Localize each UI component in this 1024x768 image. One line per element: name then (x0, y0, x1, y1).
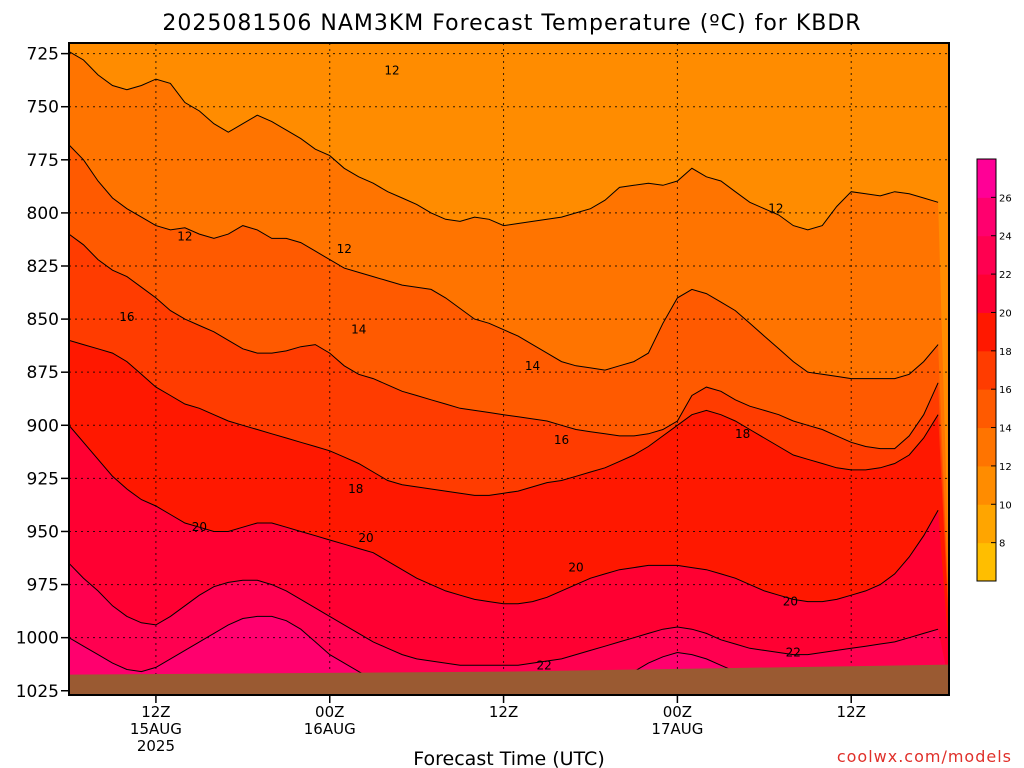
x-tick-label: 12Z (141, 703, 170, 721)
x-tick-label: 16AUG (304, 720, 356, 738)
y-tick-label: 825 (27, 257, 59, 277)
colorbar-segment (977, 235, 996, 275)
y-tick-label: 900 (27, 416, 59, 436)
colorbar-tick-label: 16 (999, 385, 1012, 396)
contour-line-24 (69, 615, 939, 692)
x-axis-label: Forecast Time (UTC) (413, 748, 604, 768)
colorbar-frame (976, 158, 997, 582)
contour-label: 18 (348, 482, 363, 496)
contour-label: 22 (786, 646, 801, 660)
contour-line-16 (69, 233, 939, 450)
x-tick-label: 15AUG (130, 720, 182, 738)
plot-frame (68, 42, 950, 696)
x-tick-label: 2025 (137, 737, 175, 755)
contour-label: 20 (783, 595, 798, 609)
colorbar-segment (977, 274, 996, 313)
contour-label: 16 (119, 310, 134, 324)
contour-label: 20 (568, 561, 583, 575)
contour-label: 18 (735, 427, 750, 441)
y-tick-label: 775 (27, 151, 59, 171)
colorbar-tick-label: 12 (999, 462, 1012, 473)
credit-text: coolwx.com/models (837, 747, 1012, 766)
colorbar-tick-label: 8 (999, 539, 1005, 550)
colorbar-segment (977, 542, 996, 582)
contour-label: 14 (525, 359, 540, 373)
colorbar-tick-label: 18 (999, 347, 1012, 358)
contour-label: 22 (536, 658, 551, 672)
contour-label: 16 (554, 433, 569, 447)
y-tick-label: 1000 (16, 629, 59, 649)
y-tick-label: 750 (27, 98, 59, 118)
colorbar-segment (977, 427, 996, 467)
y-tick-label: 1025 (16, 682, 59, 702)
contour-label: 12 (337, 242, 352, 256)
contour-label: 20 (358, 531, 373, 545)
colorbar-tick-label: 20 (999, 308, 1012, 319)
contour-label: 20 (192, 520, 207, 534)
y-tick-label: 975 (27, 576, 59, 596)
x-tick-label: 12Z (837, 703, 866, 721)
y-tick-label: 850 (27, 310, 59, 330)
colorbar-segment (977, 197, 996, 237)
colorbar-segment (977, 350, 996, 390)
chart-title: 2025081506 NAM3KM Forecast Temperature (… (162, 11, 861, 36)
x-tick-label: 00Z (315, 703, 344, 721)
contour-label: 12 (177, 229, 192, 243)
contour-label: 14 (351, 323, 366, 337)
contour-label: 12 (768, 202, 783, 216)
contour-line-14 (69, 144, 939, 380)
y-tick-label: 875 (27, 363, 59, 383)
y-tick-label: 950 (27, 522, 59, 542)
y-tick-label: 925 (27, 469, 59, 489)
colorbar-segment (977, 504, 996, 544)
colorbar-tick-label: 10 (999, 500, 1012, 511)
contour-line-22 (69, 562, 939, 666)
colorbar-tick-label: 26 (999, 193, 1012, 204)
x-tick-label: 00Z (663, 703, 692, 721)
contour-line-12 (69, 51, 939, 231)
x-tick-label: 12Z (489, 703, 518, 721)
colorbar: 8 10 12 14 16 18 20 22 24 26 (976, 158, 1012, 582)
colorbar-tick-label: 22 (999, 270, 1012, 281)
colorbar-tick-label: 24 (999, 232, 1012, 243)
colorbar-segment (977, 312, 996, 352)
y-tick-label: 800 (27, 204, 59, 224)
y-tick-label: 725 (27, 45, 59, 65)
colorbar-segment (977, 389, 996, 429)
colorbar-segment (977, 159, 996, 198)
colorbar-tick-label: 14 (999, 424, 1012, 435)
x-tick-label: 17AUG (651, 720, 703, 738)
contour-label: 12 (384, 64, 399, 78)
colorbar-segment (977, 465, 996, 505)
ground-terrain (69, 664, 949, 695)
